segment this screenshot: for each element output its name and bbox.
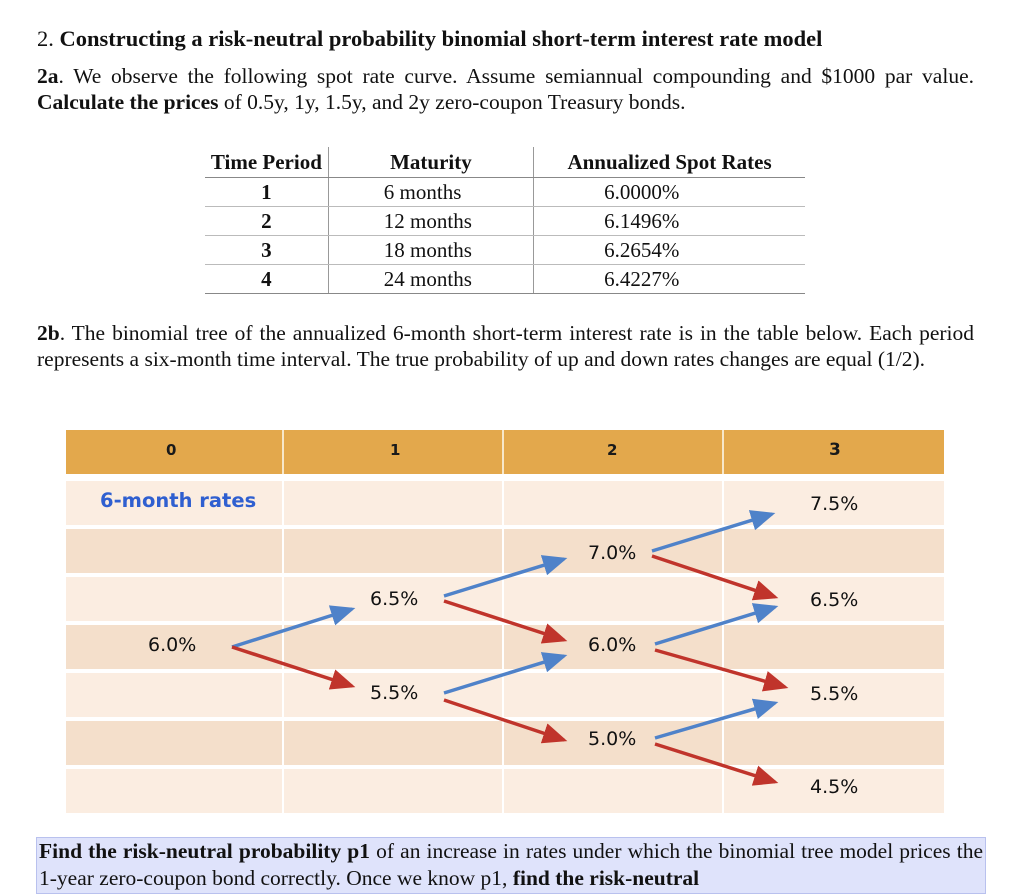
- tree-row: [66, 529, 944, 573]
- rate-node-t0: 6.0%: [148, 634, 197, 656]
- part-b-label: 2b: [37, 321, 60, 345]
- rate-node-t3-ddd: 4.5%: [810, 776, 859, 798]
- rate-node-t3-uuu: 7.5%: [810, 493, 859, 515]
- task-highlight: Find the risk-neutral probability p1 of …: [36, 837, 986, 894]
- up-arrow: [443, 652, 568, 695]
- tree-row: [66, 673, 944, 717]
- cell-spot-rate: 6.2654%: [533, 235, 805, 265]
- table-row: 4 24 months 6.4227%: [205, 264, 805, 294]
- rate-node-t1-up: 6.5%: [370, 588, 419, 610]
- rate-node-t3-udd: 5.5%: [810, 683, 859, 705]
- down-arrow: [654, 648, 789, 692]
- cell-spot-rate: 6.1496%: [533, 206, 805, 236]
- rate-node-t2-dd: 5.0%: [588, 728, 637, 750]
- tree-row: [66, 769, 944, 813]
- cell-spot-rate: 6.4227%: [533, 264, 805, 294]
- up-arrow: [443, 555, 568, 598]
- cell-maturity: 6 months: [328, 177, 535, 207]
- tree-row-label: 6-month rates: [100, 489, 257, 512]
- cell-time-period: 1: [205, 177, 329, 207]
- down-arrow: [443, 599, 568, 644]
- header-time-period: Time Period: [205, 147, 329, 178]
- tree-col-header-0: 0: [166, 441, 177, 459]
- rate-node-t3-uud: 6.5%: [810, 589, 859, 611]
- down-arrow: [651, 554, 779, 601]
- cell-time-period: 3: [205, 235, 329, 265]
- down-arrow: [654, 742, 779, 786]
- spot-rate-table: Time Period Maturity Annualized Spot Rat…: [205, 147, 805, 294]
- part-a-paragraph: 2a. We observe the following spot rate c…: [37, 63, 974, 115]
- rate-node-t2-uu: 7.0%: [588, 542, 637, 564]
- question-heading: 2. Constructing a risk-neutral probabili…: [37, 26, 822, 52]
- table-row: 1 6 months 6.0000%: [205, 177, 805, 207]
- cell-maturity: 12 months: [328, 206, 535, 236]
- tree-header-row: [66, 430, 944, 474]
- up-arrow: [654, 603, 779, 646]
- rate-node-t2-ud: 6.0%: [588, 634, 637, 656]
- cell-maturity: 24 months: [328, 264, 535, 294]
- cell-time-period: 2: [205, 206, 329, 236]
- tree-col-header-1: 1: [390, 441, 401, 459]
- question-number: 2.: [37, 26, 54, 51]
- part-b-text: . The binomial tree of the annualized 6-…: [37, 321, 974, 371]
- cell-time-period: 4: [205, 264, 329, 294]
- tree-row: [66, 625, 944, 669]
- tree-row: [66, 721, 944, 765]
- spot-table-header-row: Time Period Maturity Annualized Spot Rat…: [205, 147, 805, 178]
- part-a-label: 2a: [37, 64, 59, 88]
- part-a-text-1: . We observe the following spot rate cur…: [58, 64, 975, 88]
- part-a-text-2: of 0.5y, 1y, 1.5y, and 2y zero-coupon Tr…: [223, 90, 686, 114]
- part-b-paragraph: 2b. The binomial tree of the annualized …: [37, 320, 974, 372]
- rate-node-t1-down: 5.5%: [370, 682, 419, 704]
- question-title: Constructing a risk-neutral probability …: [59, 26, 823, 51]
- task-text-1: of an increase in rates under which the …: [39, 839, 983, 890]
- tree-row: [66, 577, 944, 621]
- tree-col-header-2: 2: [607, 441, 618, 459]
- tree-col-header-3: 3: [829, 440, 841, 460]
- header-maturity: Maturity: [328, 147, 535, 178]
- up-arrow: [654, 698, 779, 740]
- cell-maturity: 18 months: [328, 235, 535, 265]
- cell-spot-rate: 6.0000%: [533, 177, 805, 207]
- up-arrow: [651, 510, 776, 553]
- down-arrow: [231, 645, 356, 690]
- tree-row: [66, 481, 944, 525]
- part-a-bold: Calculate the prices: [37, 90, 219, 114]
- header-spot-rates: Annualized Spot Rates: [533, 147, 805, 178]
- down-arrow: [443, 698, 568, 744]
- table-row: 2 12 months 6.1496%: [205, 206, 805, 236]
- task-bold-1: Find the risk-neutral probability p1: [39, 839, 371, 863]
- table-row: 3 18 months 6.2654%: [205, 235, 805, 265]
- up-arrow: [231, 605, 356, 649]
- task-bold-2: find the risk-neutral: [512, 866, 700, 890]
